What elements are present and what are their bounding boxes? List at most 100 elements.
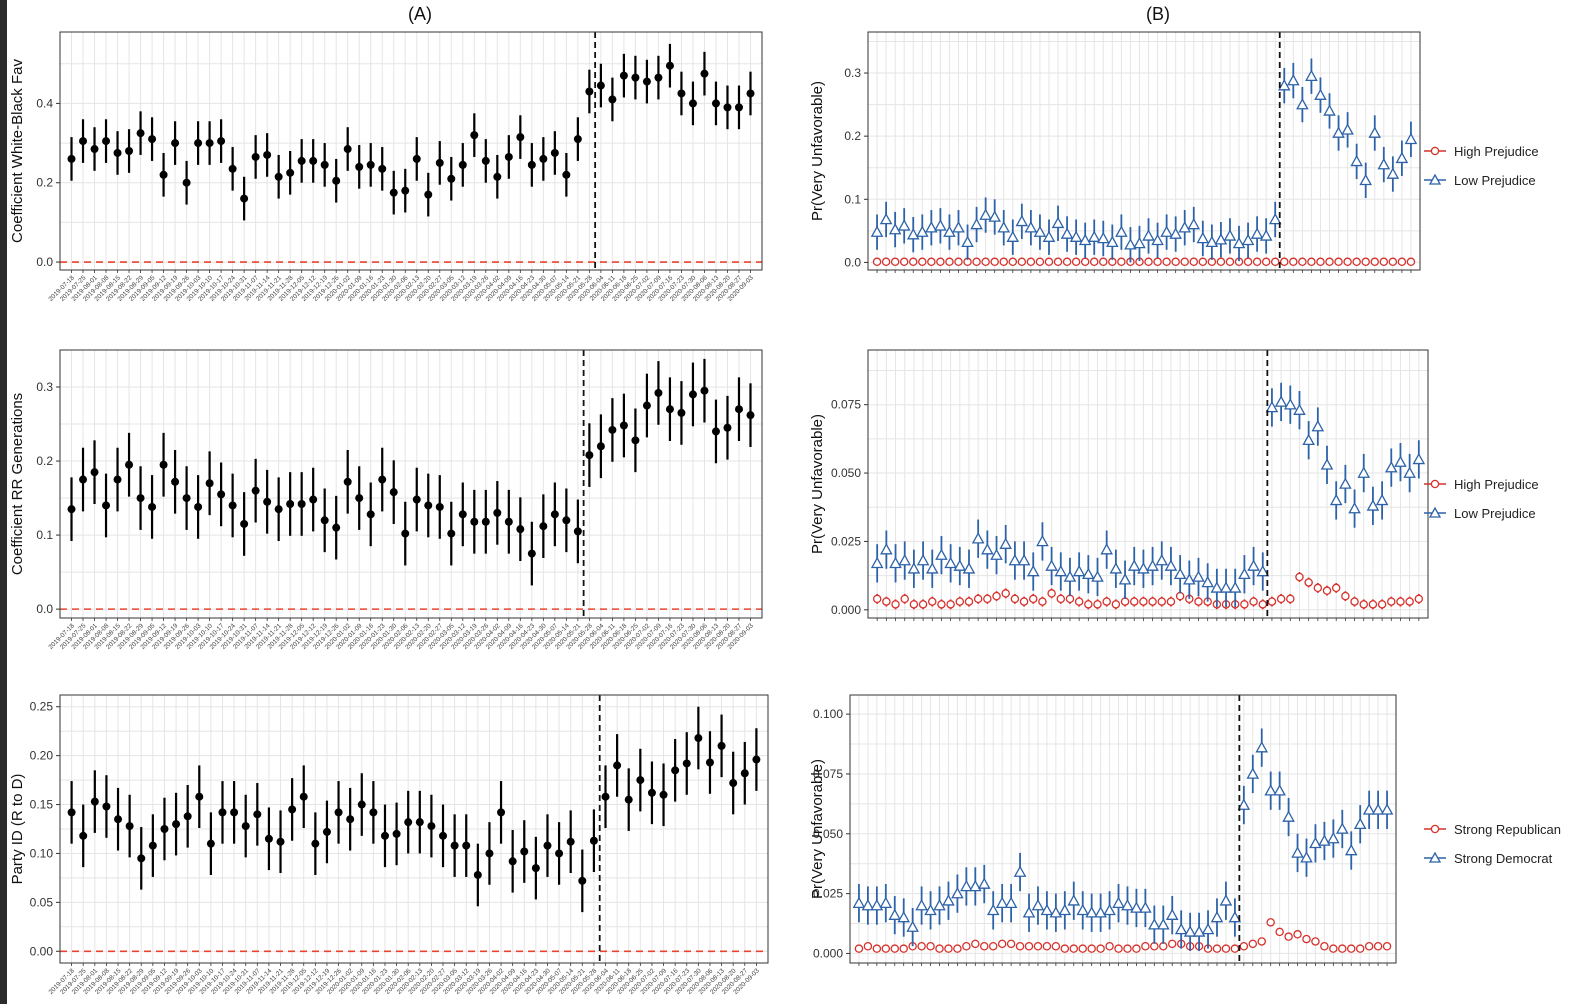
data-point: [1329, 493, 1343, 506]
data-point: [1044, 257, 1054, 267]
data-point: [1093, 600, 1102, 609]
data-point: [997, 939, 1007, 949]
data-point: [1008, 554, 1022, 566]
data-point: [79, 475, 88, 484]
data-point: [631, 73, 640, 82]
data-point: [527, 160, 536, 169]
data-point: [1293, 403, 1306, 415]
data-point: [890, 257, 900, 267]
data-point: [1225, 257, 1235, 267]
data-point: [392, 829, 401, 838]
data-point: [1264, 784, 1277, 796]
data-point: [1274, 395, 1288, 407]
data-point: [943, 225, 956, 237]
data-point: [241, 822, 250, 831]
data-point: [1361, 257, 1370, 267]
data-point: [1015, 214, 1029, 227]
data-point: [631, 436, 640, 445]
legend-key-marker: [1428, 506, 1442, 518]
data-point: [1155, 554, 1169, 566]
data-point: [1103, 903, 1116, 916]
data-point: [182, 178, 191, 187]
data-point: [1216, 257, 1226, 267]
data-point: [1091, 570, 1104, 582]
data-point: [891, 600, 900, 609]
data-point: [320, 160, 329, 169]
data-point: [659, 790, 668, 799]
data-point: [1377, 600, 1387, 609]
data-point: [573, 527, 582, 536]
data-point: [435, 502, 444, 511]
data-point: [309, 156, 318, 165]
data-point: [539, 154, 548, 163]
data-point: [1212, 944, 1222, 953]
data-point: [1268, 212, 1282, 225]
data-point: [899, 944, 908, 953]
data-point: [1318, 834, 1331, 846]
data-point: [1252, 257, 1262, 267]
data-point: [90, 797, 99, 806]
data-point: [1130, 901, 1143, 913]
data-point: [102, 501, 111, 510]
data-point: [1265, 400, 1279, 413]
data-point: [470, 517, 479, 526]
data-point: [378, 164, 387, 173]
data-point: [1255, 741, 1269, 753]
data-point: [1042, 230, 1056, 242]
data-point: [485, 849, 494, 858]
data-point: [1223, 229, 1237, 241]
data-point: [1165, 908, 1179, 920]
data-point: [136, 129, 145, 138]
data-point: [882, 597, 891, 606]
data-point: [462, 841, 471, 850]
data-point: [470, 131, 479, 140]
data-point: [206, 839, 215, 848]
data-point: [427, 822, 436, 831]
y-tick-label: 0.10: [30, 846, 54, 860]
y-tick-label: 0.3: [36, 380, 53, 394]
data-point: [1151, 233, 1164, 246]
data-point: [160, 825, 169, 833]
data-point: [1015, 942, 1025, 951]
data-point: [297, 499, 306, 508]
data-point: [343, 145, 352, 154]
data-point: [872, 944, 882, 953]
data-point: [997, 221, 1011, 233]
data-point: [1403, 466, 1416, 478]
data-point: [171, 477, 180, 486]
y-axis-label-b2: Pr(Very Unfavorable): [809, 414, 826, 554]
y-tick-label: 0.2: [844, 129, 861, 143]
data-point: [918, 600, 928, 609]
plot-frame-a3: [59, 694, 769, 964]
y-tick-label: 0.0: [36, 602, 53, 616]
data-point: [1377, 158, 1391, 170]
data-point: [1194, 597, 1203, 606]
data-point: [1249, 597, 1258, 606]
data-point: [647, 788, 656, 797]
data-point: [1368, 126, 1382, 138]
data-point: [1060, 227, 1074, 239]
y-tick-label: 0.075: [831, 398, 861, 412]
data-point: [937, 600, 946, 609]
y-tick-label: 0.1: [36, 528, 53, 542]
data-point: [1028, 594, 1038, 604]
data-point: [516, 133, 525, 142]
data-point: [1247, 559, 1260, 571]
data-point: [1221, 944, 1231, 953]
data-point: [705, 758, 714, 767]
data-point: [1148, 918, 1161, 930]
data-point: [906, 920, 919, 932]
data-point: [251, 152, 260, 161]
data-point: [366, 510, 375, 519]
data-point: [1109, 562, 1123, 574]
data-point: [1394, 455, 1407, 467]
data-point: [960, 879, 973, 892]
y-tick-label: 0.2: [36, 176, 53, 190]
data-point: [925, 221, 938, 233]
data-point: [1156, 918, 1170, 930]
data-point: [1036, 534, 1049, 547]
data-point: [1257, 937, 1266, 946]
data-point: [125, 822, 134, 831]
data-point: [1137, 562, 1150, 574]
data-point: [1341, 123, 1354, 135]
